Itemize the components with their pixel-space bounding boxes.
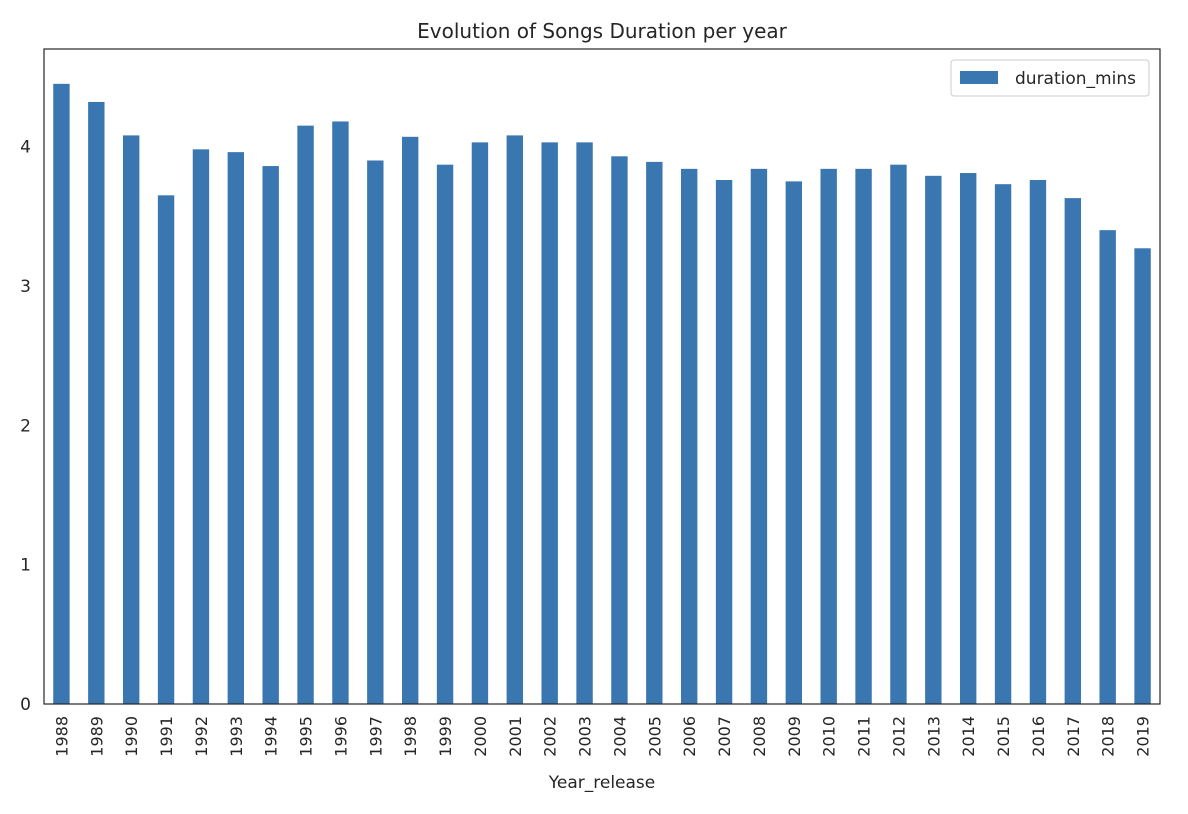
x-tick-label: 2016 <box>1029 716 1048 757</box>
bar-1993 <box>227 152 245 704</box>
x-tick-label: 2017 <box>1064 716 1083 757</box>
chart-title: Evolution of Songs Duration per year <box>417 19 788 43</box>
bar-1996 <box>332 121 349 705</box>
x-tick-label: 1997 <box>366 716 385 757</box>
bar-1991 <box>157 195 175 704</box>
bar-2015 <box>994 184 1012 704</box>
y-tick-label: 1 <box>20 556 31 576</box>
bar-2000 <box>471 142 489 704</box>
x-tick-label: 2009 <box>785 716 804 757</box>
bar-2001 <box>506 135 524 704</box>
bar-1994 <box>262 166 279 704</box>
x-tick-label: 2002 <box>541 716 560 757</box>
bar-1992 <box>192 149 210 705</box>
bar-1995 <box>297 125 314 704</box>
x-tick-label: 1990 <box>122 716 141 757</box>
bar-2011 <box>855 168 872 705</box>
bars-layer <box>53 83 1151 705</box>
x-tick-label: 1998 <box>401 716 420 757</box>
bar-2013 <box>925 175 942 704</box>
y-tick-label: 3 <box>20 277 31 297</box>
x-tick-label: 1989 <box>87 716 106 757</box>
x-tick-label: 2008 <box>750 716 769 757</box>
bar-2006 <box>680 168 698 705</box>
bar-1997 <box>367 160 384 705</box>
legend-swatch <box>960 71 998 84</box>
x-tick-label: 1999 <box>436 716 455 757</box>
bar-1998 <box>401 136 419 705</box>
x-tick-label: 2014 <box>959 716 978 757</box>
legend-label: duration_mins <box>1015 69 1136 89</box>
x-tick-label: 1996 <box>331 716 350 757</box>
x-tick-label: 2006 <box>680 716 699 757</box>
x-axis: 1988 1989 1990 1991 1992 1993 1994 1995 1996 1997… <box>52 716 1152 757</box>
y-tick-label: 4 <box>20 138 31 158</box>
bar-2009 <box>785 181 803 704</box>
x-tick-label: 1994 <box>262 716 281 757</box>
x-tick-label: 1995 <box>297 716 316 757</box>
x-tick-label: 2005 <box>645 716 664 757</box>
x-tick-label: 2012 <box>889 716 908 757</box>
x-tick-label: 2000 <box>471 716 490 757</box>
legend: duration_mins <box>950 59 1150 97</box>
bar-2018 <box>1099 230 1116 705</box>
x-tick-label: 2003 <box>576 716 595 757</box>
x-tick-label: 2011 <box>855 716 874 757</box>
x-tick-label: 1992 <box>192 716 211 757</box>
bar-2002 <box>541 142 558 704</box>
legend-box <box>950 59 1150 97</box>
y-tick-label: 2 <box>20 416 31 436</box>
plot-frame <box>43 48 1161 705</box>
bar-1988 <box>53 83 70 705</box>
bar-1999 <box>436 164 454 705</box>
bar-2008 <box>750 168 768 705</box>
x-tick-label: 2015 <box>994 716 1013 757</box>
bar-2012 <box>890 164 907 705</box>
bar-2014 <box>959 173 977 704</box>
x-tick-label: 1991 <box>157 716 176 757</box>
bar-1989 <box>88 101 105 704</box>
x-tick-label: 2010 <box>820 716 839 757</box>
y-tick-label: 0 <box>20 695 31 715</box>
bar-2019 <box>1134 248 1151 705</box>
bar-2005 <box>646 161 663 704</box>
bar-2003 <box>576 142 593 704</box>
x-tick-label: 2007 <box>715 716 734 757</box>
bar-2004 <box>611 156 628 704</box>
x-tick-label: 2018 <box>1099 716 1118 757</box>
bar-2017 <box>1064 198 1082 704</box>
x-tick-label: 1993 <box>227 716 246 757</box>
y-axis: 0 1 2 3 4 <box>20 138 31 715</box>
x-axis-label: Year_release <box>548 773 655 793</box>
bar-1990 <box>122 135 140 704</box>
bar-2016 <box>1029 180 1047 704</box>
bar-2007 <box>715 180 733 704</box>
x-tick-label: 2013 <box>924 716 943 757</box>
x-tick-label: 2019 <box>1134 716 1153 757</box>
x-tick-label: 2001 <box>506 716 525 757</box>
x-tick-label: 2004 <box>610 716 629 757</box>
bar-2010 <box>820 168 837 705</box>
x-tick-label: 1988 <box>52 716 71 757</box>
